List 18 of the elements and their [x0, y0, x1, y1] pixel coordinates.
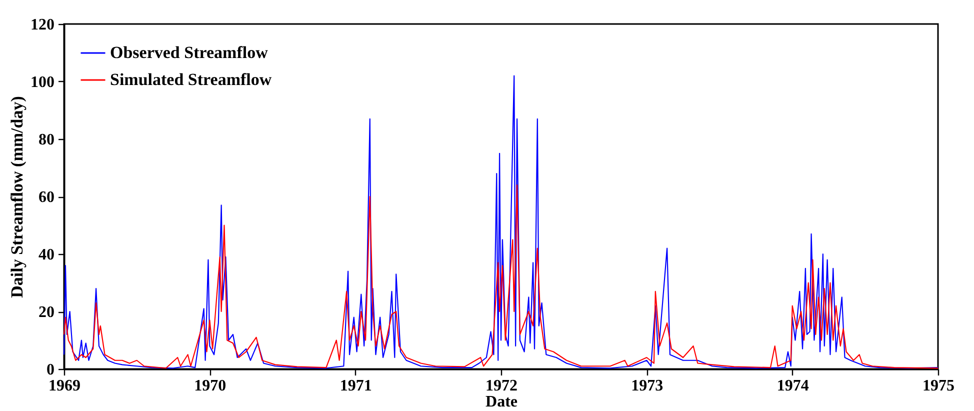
- x-tick-label: 1973: [631, 378, 664, 394]
- x-tick-label: 1972: [486, 378, 518, 394]
- legend-label: Simulated Streamflow: [110, 70, 272, 89]
- y-tick-label: 120: [30, 16, 54, 34]
- y-axis-title: Daily Streamflow (mm/day): [8, 96, 26, 298]
- legend-label: Observed Streamflow: [110, 43, 269, 62]
- y-tick-label: 40: [38, 246, 54, 264]
- x-tick-label: 1971: [340, 378, 372, 394]
- x-tick-label: 1969: [48, 378, 80, 394]
- y-tick-label: 100: [30, 74, 54, 91]
- x-tick-label: 1975: [922, 378, 954, 394]
- y-tick-label: 80: [38, 132, 54, 148]
- x-tick-label: 1970: [194, 378, 226, 394]
- x-tick-label: 1974: [776, 378, 809, 394]
- y-tick-label: 0: [46, 362, 54, 378]
- y-tick-label: 20: [38, 304, 54, 321]
- y-tick-label: 60: [38, 189, 54, 206]
- x-axis-title: Date: [486, 394, 518, 410]
